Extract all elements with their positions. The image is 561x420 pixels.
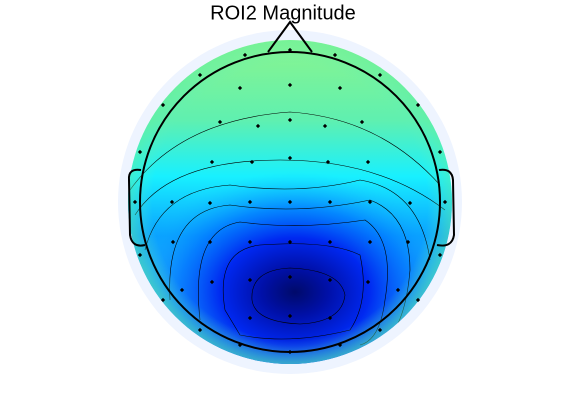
electrodes <box>132 47 448 355</box>
electrode <box>377 327 383 333</box>
electrode <box>137 149 143 155</box>
electrode <box>137 252 143 258</box>
left-ear <box>127 168 146 247</box>
electrode <box>287 274 293 280</box>
electrode <box>247 315 253 321</box>
electrode <box>209 279 215 285</box>
electrode <box>207 239 213 245</box>
electrode <box>247 277 253 283</box>
electrode <box>327 277 333 283</box>
title: ROI2 Magnitude <box>210 2 356 24</box>
electrode <box>437 252 443 258</box>
electrode <box>327 199 333 205</box>
right-ear <box>436 168 456 247</box>
electrode <box>237 85 243 91</box>
electrode <box>407 200 413 206</box>
electrode <box>365 159 371 165</box>
electrode <box>287 313 293 319</box>
electrode <box>437 149 443 155</box>
electrode <box>287 155 293 161</box>
electrode <box>325 159 331 165</box>
electrode <box>327 239 333 245</box>
electrode <box>242 52 248 58</box>
electrode <box>197 327 203 333</box>
electrode <box>367 239 373 245</box>
electrode <box>327 315 333 321</box>
electrode <box>367 199 373 205</box>
electrode <box>209 159 215 165</box>
electrode <box>405 239 411 245</box>
electrode <box>415 297 421 303</box>
electrode <box>179 287 185 293</box>
electrode <box>197 72 203 78</box>
electrode <box>287 349 293 355</box>
electrode <box>337 342 343 348</box>
electrode <box>442 199 448 205</box>
electrode <box>287 199 293 205</box>
electrode <box>170 239 176 245</box>
electrode <box>287 239 293 245</box>
electrode <box>247 199 253 205</box>
electrode <box>207 200 213 206</box>
electrode <box>169 199 175 205</box>
electrode <box>237 342 243 348</box>
electrode <box>160 102 166 108</box>
nose <box>267 20 313 53</box>
electrode <box>395 287 401 293</box>
electrode <box>365 279 371 285</box>
electrode <box>160 297 166 303</box>
electrode <box>249 159 255 165</box>
electrode <box>132 199 138 205</box>
electrode <box>247 239 253 245</box>
electrode <box>217 119 223 125</box>
